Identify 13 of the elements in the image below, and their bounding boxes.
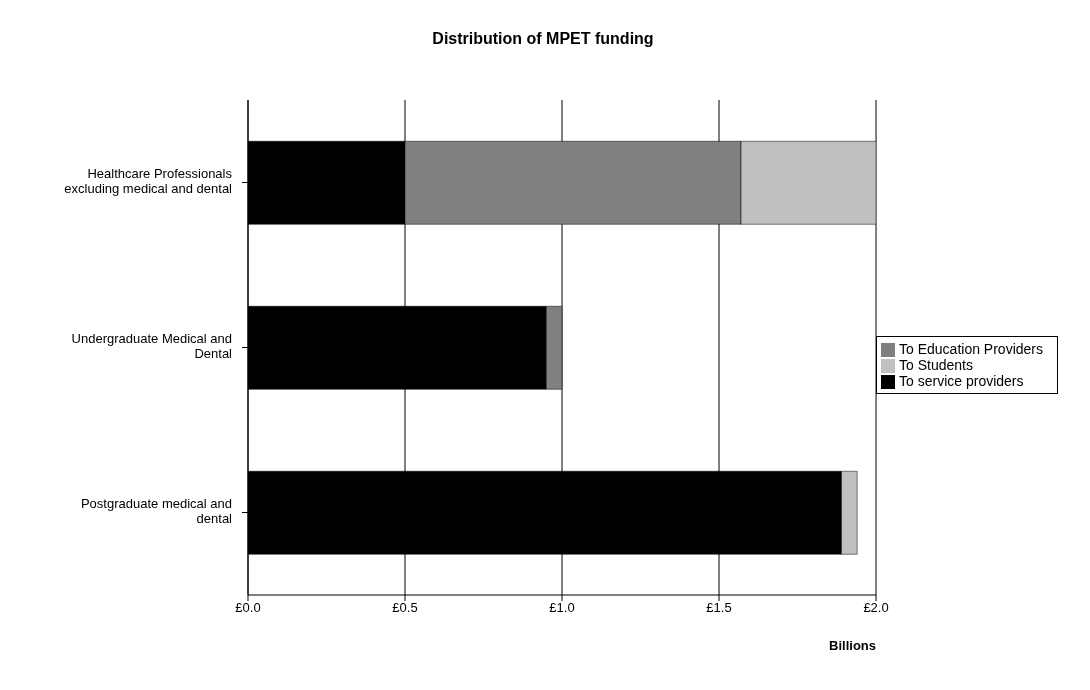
x-tick-label: £2.0: [863, 600, 889, 616]
x-tick-label: £1.0: [549, 600, 575, 616]
x-tick-label: £0.0: [235, 600, 261, 616]
x-tick-label: £1.5: [706, 600, 732, 616]
y-tick-label: Undergraduate Medical and Dental: [71, 331, 233, 362]
x-tick-label: £0.5: [392, 600, 418, 616]
x-axis-title: Billions: [829, 638, 877, 653]
legend-label: To service providers: [899, 373, 1024, 390]
y-tick-label: Healthcare Professionals excluding medical and dental: [64, 166, 233, 197]
chart-title: Distribution of MPET funding: [431, 30, 655, 49]
legend-label: To Education Providers: [899, 340, 1043, 357]
legend-label: To Students: [899, 356, 973, 373]
y-tick-label: Postgraduate medical and dental: [80, 496, 233, 527]
